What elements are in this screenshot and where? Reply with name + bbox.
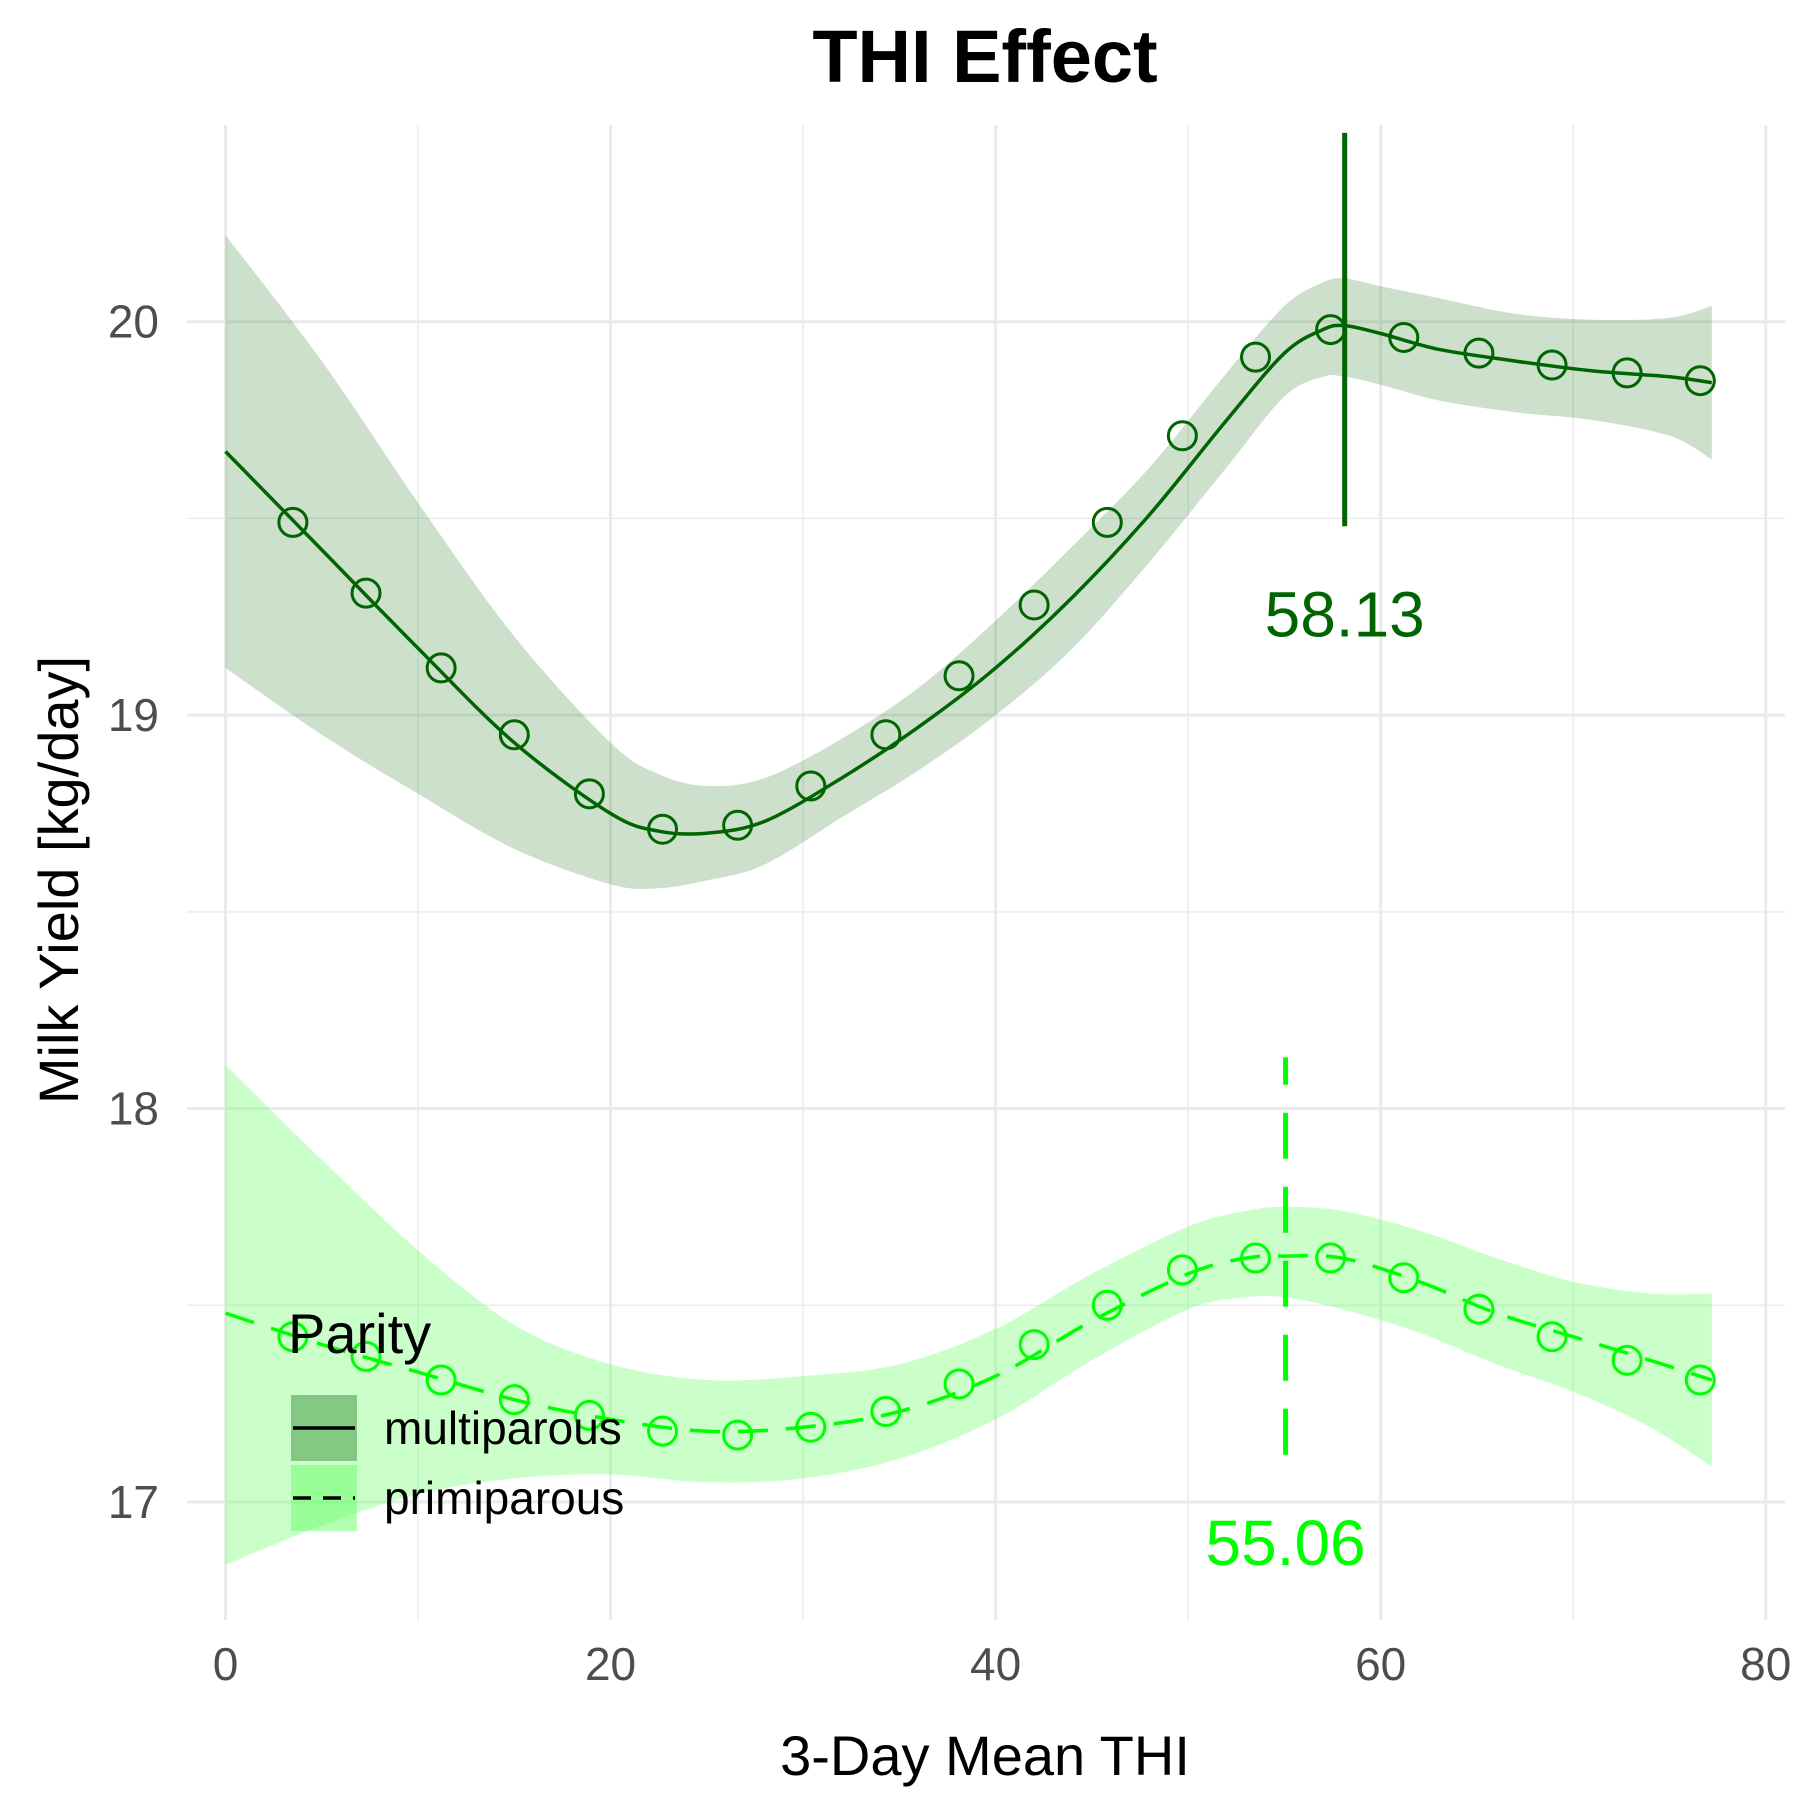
peak-markers <box>1283 132 1348 1455</box>
multiparous-data-point <box>573 778 605 810</box>
y-tick-label: 20 <box>108 296 159 348</box>
primiparous-fitted-line <box>224 1253 1713 1434</box>
y-axis-title: Milk Yield [kg/day] <box>27 656 90 1104</box>
peak-annotations: 58.13 55.06 <box>1205 578 1424 1578</box>
multiparous-peak-label: 58.13 <box>1265 578 1425 650</box>
multiparous-data-point <box>350 577 382 609</box>
multiparous-data-point <box>722 809 754 841</box>
primiparous-data-point <box>277 1321 309 1353</box>
primiparous-data-point <box>870 1395 902 1427</box>
x-tick-label: 20 <box>585 1638 636 1690</box>
multiparous-data-point <box>1684 365 1716 397</box>
multiparous-legend-label: multiparous <box>384 1402 622 1454</box>
multiparous-data-point <box>943 660 975 692</box>
primiparous-data-point <box>425 1364 457 1396</box>
legend-items: multiparous primiparous <box>291 1395 624 1531</box>
primiparous-data-point <box>1684 1364 1716 1396</box>
legend: Parity multiparous primiparous <box>288 1302 624 1531</box>
multiparous-data-point <box>498 719 530 751</box>
primiparous-data-point <box>943 1368 975 1400</box>
multiparous-data-point <box>795 770 827 802</box>
multiparous-data-point <box>277 506 309 538</box>
primiparous-data-point <box>1611 1344 1643 1376</box>
primiparous-confidence-band <box>225 1065 1712 1565</box>
multiparous-data-point <box>1536 349 1568 381</box>
primiparous-data-point <box>647 1415 679 1447</box>
primiparous-data-point <box>1166 1254 1198 1286</box>
primiparous-data-point <box>722 1419 754 1451</box>
multiparous-data-point <box>1463 337 1495 369</box>
multiparous-data-point <box>1018 589 1050 621</box>
legend-title: Parity <box>288 1302 431 1365</box>
multiparous-data-point <box>1166 420 1198 452</box>
tick-labels: 0 20 40 60 80 17 18 19 20 <box>108 296 1792 1690</box>
primiparous-peak-label: 55.06 <box>1205 1507 1365 1579</box>
primiparous-data-point <box>350 1340 382 1372</box>
fitted-lines <box>224 323 1713 1434</box>
primiparous-data-point <box>1091 1289 1123 1321</box>
primiparous-data-point <box>1536 1321 1568 1353</box>
chart-title: THI Effect <box>812 15 1157 98</box>
data-points <box>277 314 1716 1451</box>
multiparous-data-point <box>647 813 679 845</box>
y-tick-label: 18 <box>108 1083 159 1135</box>
multiparous-data-point <box>1240 341 1272 373</box>
primiparous-data-point <box>1240 1242 1272 1274</box>
primiparous-data-point <box>498 1384 530 1416</box>
primiparous-data-point <box>1388 1262 1420 1294</box>
x-tick-label: 0 <box>213 1638 239 1690</box>
x-tick-label: 60 <box>1355 1638 1406 1690</box>
primiparous-data-point <box>795 1411 827 1443</box>
primiparous-data-point <box>573 1399 605 1431</box>
grid <box>187 125 1785 1620</box>
x-axis-title: 3-Day Mean THI <box>780 1724 1190 1787</box>
multiparous-data-point <box>1611 357 1643 389</box>
primiparous-data-point <box>1018 1329 1050 1361</box>
y-tick-label: 19 <box>108 689 159 741</box>
multiparous-data-point <box>425 652 457 684</box>
primiparous-data-point <box>1463 1293 1495 1325</box>
multiparous-data-point <box>1091 506 1123 538</box>
multiparous-data-point <box>1388 321 1420 353</box>
confidence-bands <box>225 235 1712 1565</box>
x-tick-label: 80 <box>1740 1638 1791 1690</box>
primiparous-data-point <box>1315 1242 1347 1274</box>
multiparous-data-point <box>870 719 902 751</box>
multiparous-fitted-line <box>224 323 1713 836</box>
primiparous-legend-label: primiparous <box>384 1472 624 1524</box>
x-tick-label: 40 <box>970 1638 1021 1690</box>
multiparous-confidence-band <box>225 235 1712 890</box>
y-tick-label: 17 <box>108 1476 159 1528</box>
